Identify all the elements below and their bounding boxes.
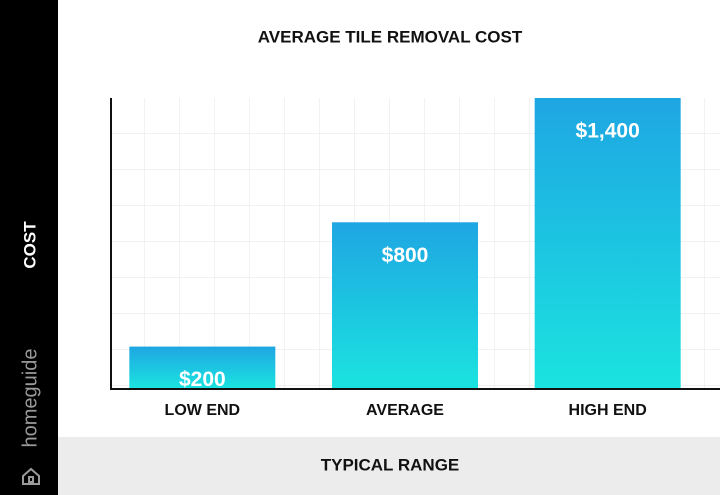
- value-label: $200: [179, 368, 226, 391]
- y-axis-label: COST: [20, 221, 39, 269]
- x-tick-label: HIGH END: [569, 402, 647, 419]
- value-label: $800: [382, 244, 429, 267]
- brand: homeguide: [19, 349, 41, 448]
- chart-title: AVERAGE TILE REMOVAL COST: [258, 27, 523, 46]
- x-tick-label: LOW END: [165, 402, 241, 419]
- sidebar: [0, 0, 58, 495]
- x-axis-band: [58, 437, 720, 495]
- bar: [332, 222, 478, 388]
- home-icon: [22, 467, 40, 485]
- bar: [534, 98, 681, 388]
- value-label: $1,400: [576, 120, 640, 143]
- bar: [129, 346, 276, 388]
- x-axis-label: TYPICAL RANGE: [321, 455, 460, 474]
- x-tick-label: AVERAGE: [366, 402, 444, 419]
